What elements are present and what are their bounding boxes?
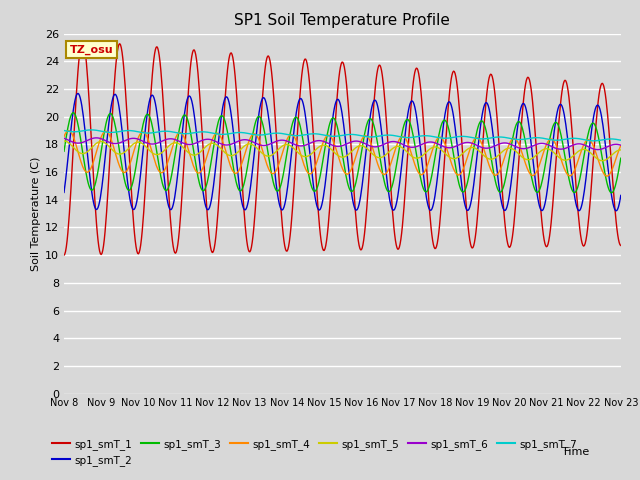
sp1_smT_1: [79, 38, 86, 44]
sp1_smT_6: [128, 135, 136, 141]
sp1_smT_4: [65, 128, 72, 133]
sp1_smT_4: [60, 134, 68, 140]
Line: sp1_smT_6: sp1_smT_6: [64, 138, 621, 150]
Title: SP1 Soil Temperature Profile: SP1 Soil Temperature Profile: [234, 13, 451, 28]
sp1_smT_4: [411, 161, 419, 167]
sp1_smT_1: [214, 207, 222, 213]
sp1_smT_3: [60, 148, 68, 154]
sp1_smT_2: [60, 190, 68, 195]
Line: sp1_smT_3: sp1_smT_3: [64, 113, 621, 193]
sp1_smT_7: [214, 131, 222, 137]
Line: sp1_smT_4: sp1_smT_4: [64, 131, 621, 176]
sp1_smT_6: [428, 139, 435, 145]
sp1_smT_6: [60, 135, 68, 141]
sp1_smT_1: [128, 200, 136, 206]
sp1_smT_3: [128, 182, 136, 188]
sp1_smT_7: [87, 127, 95, 133]
sp1_smT_2: [411, 104, 419, 110]
sp1_smT_1: [428, 225, 435, 230]
sp1_smT_7: [185, 131, 193, 136]
sp1_smT_3: [71, 111, 79, 117]
sp1_smT_2: [185, 93, 193, 99]
sp1_smT_6: [594, 147, 602, 153]
sp1_smT_2: [70, 102, 78, 108]
sp1_smT_2: [612, 208, 620, 214]
sp1_smT_6: [93, 135, 100, 141]
sp1_smT_1: [60, 252, 68, 258]
sp1_smT_4: [428, 151, 435, 157]
sp1_smT_3: [428, 176, 435, 182]
sp1_smT_6: [214, 140, 222, 145]
Line: sp1_smT_5: sp1_smT_5: [64, 141, 621, 161]
sp1_smT_6: [617, 142, 625, 148]
sp1_smT_3: [70, 110, 77, 116]
sp1_smT_3: [617, 156, 625, 161]
Line: sp1_smT_2: sp1_smT_2: [64, 94, 621, 211]
sp1_smT_2: [214, 141, 222, 147]
sp1_smT_1: [617, 242, 625, 248]
sp1_smT_7: [60, 128, 68, 133]
sp1_smT_7: [590, 138, 598, 144]
sp1_smT_3: [411, 142, 419, 147]
sp1_smT_5: [214, 143, 221, 148]
Text: TZ_osu: TZ_osu: [70, 44, 113, 55]
sp1_smT_5: [184, 149, 192, 155]
sp1_smT_7: [428, 133, 435, 139]
sp1_smT_4: [185, 148, 193, 154]
sp1_smT_5: [127, 143, 135, 149]
Line: sp1_smT_1: sp1_smT_1: [64, 41, 621, 255]
Line: sp1_smT_7: sp1_smT_7: [64, 130, 621, 141]
sp1_smT_6: [411, 144, 419, 150]
sp1_smT_5: [410, 155, 418, 160]
sp1_smT_6: [70, 140, 78, 145]
sp1_smT_4: [603, 173, 611, 179]
sp1_smT_4: [214, 131, 222, 136]
sp1_smT_7: [617, 137, 625, 143]
sp1_smT_4: [128, 154, 136, 160]
sp1_smT_4: [71, 138, 79, 144]
Legend: sp1_smT_1, sp1_smT_2, sp1_smT_3, sp1_smT_4, sp1_smT_5, sp1_smT_6, sp1_smT_7: sp1_smT_1, sp1_smT_2, sp1_smT_3, sp1_smT…: [47, 435, 582, 470]
sp1_smT_3: [607, 190, 615, 196]
sp1_smT_5: [617, 147, 625, 153]
Y-axis label: Soil Temperature (C): Soil Temperature (C): [31, 156, 41, 271]
sp1_smT_1: [411, 70, 419, 75]
sp1_smT_3: [214, 120, 222, 125]
sp1_smT_2: [428, 207, 435, 213]
sp1_smT_2: [74, 91, 82, 96]
sp1_smT_4: [617, 143, 625, 148]
sp1_smT_5: [60, 138, 68, 144]
Text: Time: Time: [561, 447, 589, 457]
sp1_smT_7: [128, 128, 136, 133]
sp1_smT_6: [185, 142, 193, 147]
sp1_smT_5: [598, 158, 606, 164]
sp1_smT_3: [185, 120, 193, 126]
sp1_smT_5: [426, 146, 434, 152]
sp1_smT_7: [70, 129, 78, 135]
sp1_smT_1: [185, 84, 193, 90]
sp1_smT_1: [70, 130, 78, 136]
sp1_smT_2: [617, 192, 625, 198]
sp1_smT_7: [411, 134, 419, 140]
sp1_smT_5: [70, 145, 78, 151]
sp1_smT_2: [128, 205, 136, 211]
